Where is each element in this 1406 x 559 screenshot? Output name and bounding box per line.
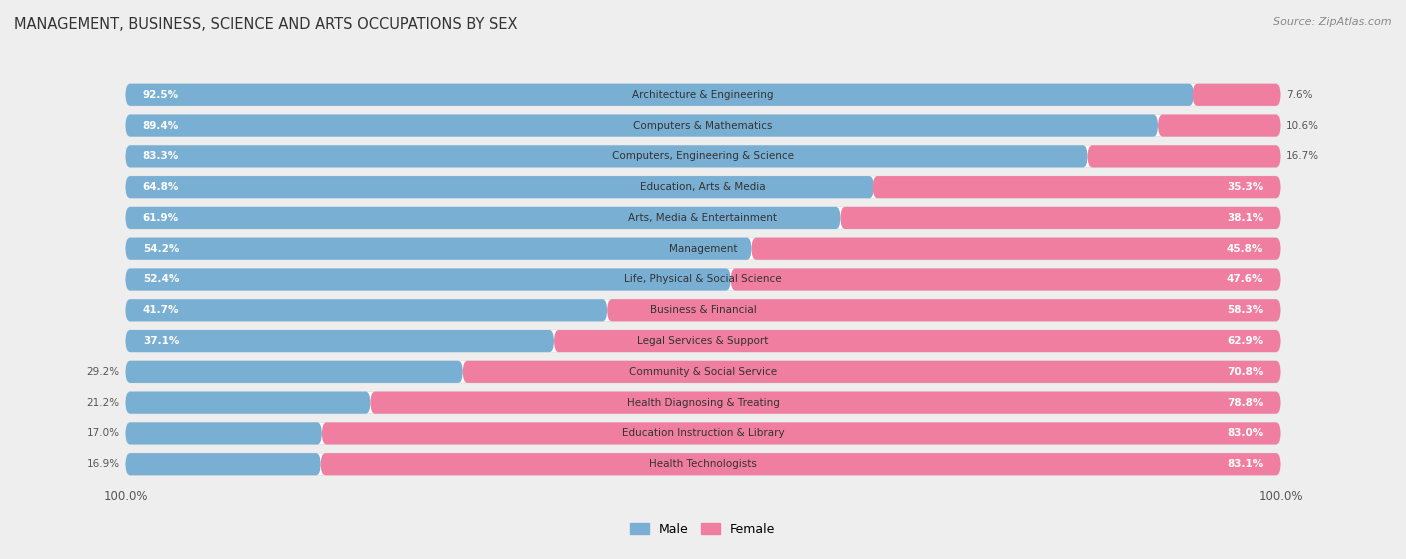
Text: Computers & Mathematics: Computers & Mathematics	[633, 121, 773, 131]
Text: 54.2%: 54.2%	[143, 244, 179, 254]
Text: 10.6%: 10.6%	[1286, 121, 1319, 131]
Text: Life, Physical & Social Science: Life, Physical & Social Science	[624, 274, 782, 285]
FancyBboxPatch shape	[125, 299, 1281, 321]
Text: Computers, Engineering & Science: Computers, Engineering & Science	[612, 151, 794, 162]
Text: Business & Financial: Business & Financial	[650, 305, 756, 315]
FancyBboxPatch shape	[125, 176, 875, 198]
Text: Arts, Media & Entertainment: Arts, Media & Entertainment	[628, 213, 778, 223]
Text: 41.7%: 41.7%	[143, 305, 180, 315]
FancyBboxPatch shape	[125, 330, 554, 352]
Text: 83.3%: 83.3%	[143, 151, 179, 162]
Text: Source: ZipAtlas.com: Source: ZipAtlas.com	[1274, 17, 1392, 27]
Text: 100.0%: 100.0%	[103, 490, 148, 504]
Text: 70.8%: 70.8%	[1227, 367, 1263, 377]
FancyBboxPatch shape	[125, 145, 1281, 168]
Text: Community & Social Service: Community & Social Service	[628, 367, 778, 377]
Text: 89.4%: 89.4%	[143, 121, 179, 131]
Text: Architecture & Engineering: Architecture & Engineering	[633, 90, 773, 100]
Text: 61.9%: 61.9%	[143, 213, 179, 223]
FancyBboxPatch shape	[125, 453, 321, 475]
Text: 47.6%: 47.6%	[1226, 274, 1263, 285]
FancyBboxPatch shape	[125, 423, 1281, 444]
Text: 38.1%: 38.1%	[1227, 213, 1263, 223]
FancyBboxPatch shape	[322, 423, 1281, 444]
Text: 62.9%: 62.9%	[1227, 336, 1263, 346]
Text: MANAGEMENT, BUSINESS, SCIENCE AND ARTS OCCUPATIONS BY SEX: MANAGEMENT, BUSINESS, SCIENCE AND ARTS O…	[14, 17, 517, 32]
FancyBboxPatch shape	[125, 361, 463, 383]
Text: 16.7%: 16.7%	[1286, 151, 1319, 162]
Text: Management: Management	[669, 244, 737, 254]
FancyBboxPatch shape	[125, 268, 1281, 291]
FancyBboxPatch shape	[125, 176, 1281, 198]
Legend: Male, Female: Male, Female	[626, 518, 780, 541]
Text: 21.2%: 21.2%	[87, 397, 120, 408]
FancyBboxPatch shape	[125, 423, 322, 444]
Text: 17.0%: 17.0%	[87, 428, 120, 438]
FancyBboxPatch shape	[125, 299, 607, 321]
FancyBboxPatch shape	[463, 361, 1281, 383]
FancyBboxPatch shape	[873, 176, 1281, 198]
Text: Education Instruction & Library: Education Instruction & Library	[621, 428, 785, 438]
Text: 100.0%: 100.0%	[1258, 490, 1303, 504]
Text: 45.8%: 45.8%	[1227, 244, 1263, 254]
Text: 16.9%: 16.9%	[87, 459, 120, 469]
Text: 78.8%: 78.8%	[1227, 397, 1263, 408]
Text: Legal Services & Support: Legal Services & Support	[637, 336, 769, 346]
FancyBboxPatch shape	[125, 391, 370, 414]
FancyBboxPatch shape	[321, 453, 1281, 475]
Text: Health Technologists: Health Technologists	[650, 459, 756, 469]
FancyBboxPatch shape	[125, 391, 1281, 414]
FancyBboxPatch shape	[607, 299, 1281, 321]
FancyBboxPatch shape	[1088, 145, 1281, 168]
Text: Health Diagnosing & Treating: Health Diagnosing & Treating	[627, 397, 779, 408]
FancyBboxPatch shape	[125, 115, 1281, 136]
Text: 29.2%: 29.2%	[87, 367, 120, 377]
FancyBboxPatch shape	[751, 238, 1281, 260]
FancyBboxPatch shape	[1192, 84, 1281, 106]
FancyBboxPatch shape	[125, 84, 1194, 106]
FancyBboxPatch shape	[125, 207, 1281, 229]
FancyBboxPatch shape	[125, 84, 1281, 106]
FancyBboxPatch shape	[1159, 115, 1281, 136]
Text: 64.8%: 64.8%	[143, 182, 179, 192]
Text: 37.1%: 37.1%	[143, 336, 179, 346]
Text: 7.6%: 7.6%	[1286, 90, 1313, 100]
FancyBboxPatch shape	[125, 330, 1281, 352]
Text: 52.4%: 52.4%	[143, 274, 179, 285]
FancyBboxPatch shape	[125, 268, 731, 291]
FancyBboxPatch shape	[125, 207, 841, 229]
FancyBboxPatch shape	[125, 238, 1281, 260]
Text: 92.5%: 92.5%	[143, 90, 179, 100]
Text: 83.0%: 83.0%	[1227, 428, 1263, 438]
FancyBboxPatch shape	[731, 268, 1281, 291]
FancyBboxPatch shape	[554, 330, 1281, 352]
FancyBboxPatch shape	[125, 145, 1088, 168]
FancyBboxPatch shape	[125, 238, 751, 260]
Text: 35.3%: 35.3%	[1227, 182, 1263, 192]
Text: 58.3%: 58.3%	[1227, 305, 1263, 315]
FancyBboxPatch shape	[125, 115, 1159, 136]
Text: Education, Arts & Media: Education, Arts & Media	[640, 182, 766, 192]
Text: 83.1%: 83.1%	[1227, 459, 1263, 469]
FancyBboxPatch shape	[370, 391, 1281, 414]
FancyBboxPatch shape	[841, 207, 1281, 229]
FancyBboxPatch shape	[125, 453, 1281, 475]
FancyBboxPatch shape	[125, 361, 1281, 383]
